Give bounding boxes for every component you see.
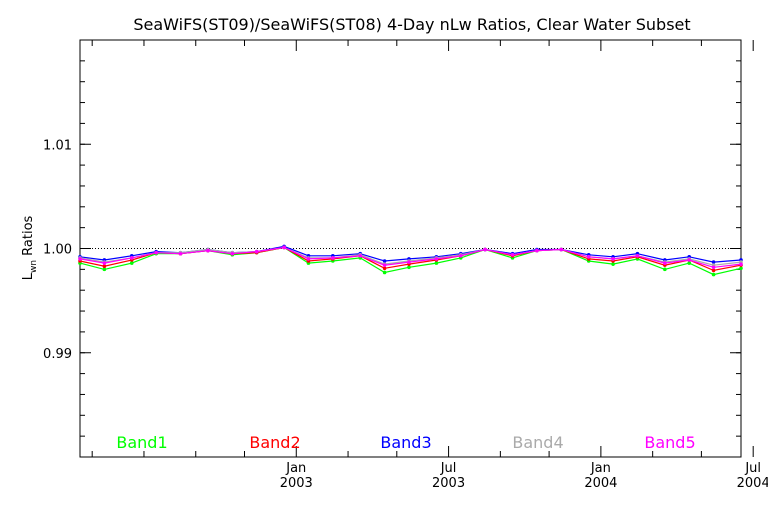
series-point-band2 [711,268,716,273]
series-point-band5 [483,247,487,252]
series-point-band5 [78,257,82,261]
series-point-band5 [739,262,743,266]
x-tick-label-month: Jan [590,461,611,476]
series-point-band5 [129,256,134,260]
x-tick-label-month: Jul [744,461,761,476]
legend-entry-band5: Band5 [644,433,695,452]
series-point-band5 [306,257,311,261]
series-point-band5 [282,245,286,250]
plot-area: 0.991.001.01Jan2003Jul2003Jan2004Jul2004… [43,39,768,491]
series-point-band5 [635,253,640,258]
y-axis-title-main: L [21,272,36,280]
series-point-band1 [739,266,743,271]
legend-entry-band2: Band2 [249,433,300,452]
series-point-band1 [611,262,615,266]
y-tick-label: 1.01 [43,138,72,153]
y-axis-title-subscript: wn [29,260,39,273]
series-point-band5 [535,248,539,253]
series-point-band1 [663,267,667,272]
y-tick-label: 1.00 [43,243,72,258]
series-point-band5 [434,257,439,261]
series-point-band1 [711,272,716,277]
legend-entry-band3: Band3 [380,433,431,452]
series-point-band5 [102,261,107,265]
series-point-band3 [382,259,387,263]
series-point-band1 [382,270,387,275]
series-point-band5 [663,261,667,265]
series-point-band5 [382,263,387,267]
x-tick-label-year: 2004 [737,476,768,491]
series-point-band5 [230,251,235,256]
series-point-band5 [458,253,463,258]
legend-entry-band1: Band1 [116,433,167,452]
series-point-band5 [154,250,158,255]
series-point-band1 [129,261,134,265]
series-point-band1 [687,261,692,265]
series-point-band1 [434,261,439,265]
series-point-band2 [102,264,107,269]
legend-entry-band4: Band4 [512,433,563,452]
x-tick-label-year: 2003 [280,476,313,491]
x-tick-label-year: 2003 [432,476,465,491]
series-point-band5 [687,258,692,262]
series-point-band5 [178,251,183,256]
series-point-band5 [611,257,615,261]
series-point-band5 [559,247,564,252]
series-point-band5 [331,256,335,260]
series-point-band2 [382,266,387,271]
x-tick-label-year: 2004 [584,476,617,491]
y-axis-title: Lwn Ratios [21,215,39,280]
chart-title: SeaWiFS(ST09)/SeaWiFS(ST08) 4-Day nLw Ra… [133,15,690,34]
x-tick-label-month: Jan [285,461,306,476]
series-point-band5 [358,253,363,258]
series-point-band3 [711,260,716,264]
series-point-band1 [102,267,107,272]
series-point-band5 [407,260,411,264]
series-point-band5 [206,248,210,253]
series-point-band5 [510,252,515,257]
x-tick-label-month: Jul [440,461,457,476]
series-point-band1 [407,265,411,270]
y-tick-label: 0.99 [43,347,72,362]
series-point-band5 [586,255,591,259]
y-axis-title-rest: Ratios [21,215,36,260]
series-point-band5 [711,265,716,270]
series-point-band5 [254,249,259,254]
